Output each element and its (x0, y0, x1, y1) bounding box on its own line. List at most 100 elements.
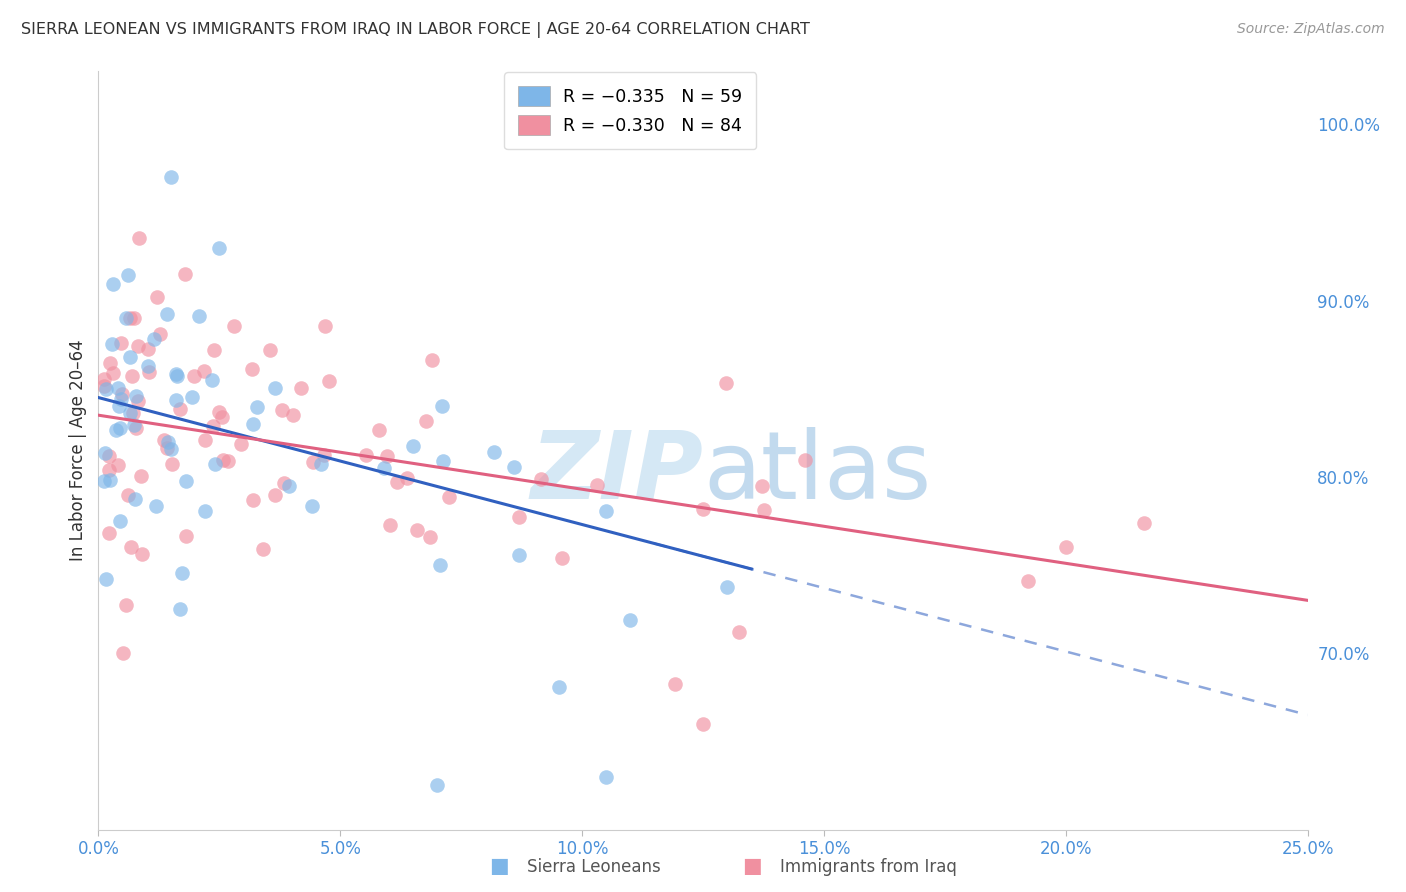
Point (110, 336, 132, 351)
Point (118, 351, 141, 365)
Point (101, 277, 124, 291)
Point (194, 504, 217, 518)
Text: atlas: atlas (703, 427, 931, 519)
Text: ■: ■ (489, 856, 509, 876)
Point (252, 542, 274, 557)
Point (142, 332, 165, 346)
Point (1017, 574, 1039, 588)
Point (529, 472, 551, 486)
Point (117, 268, 139, 282)
Point (231, 436, 253, 450)
Point (149, 327, 172, 342)
Point (114, 599, 136, 613)
Point (586, 478, 609, 492)
Point (402, 439, 425, 453)
Point (131, 547, 153, 561)
Point (664, 676, 686, 690)
Point (716, 580, 738, 594)
Point (165, 367, 187, 381)
Point (160, 170, 183, 185)
Point (318, 374, 340, 388)
Point (415, 414, 437, 428)
Point (439, 490, 461, 504)
Point (101, 366, 124, 380)
Point (429, 558, 451, 573)
Point (187, 309, 209, 323)
Point (183, 369, 205, 384)
Point (156, 307, 179, 321)
Point (692, 501, 714, 516)
Point (271, 403, 294, 417)
Point (240, 361, 263, 376)
Point (153, 433, 176, 447)
Point (125, 421, 148, 435)
Text: Source: ZipAtlas.com: Source: ZipAtlas.com (1237, 22, 1385, 37)
Point (156, 441, 179, 455)
Point (110, 392, 132, 406)
Point (508, 509, 530, 524)
Point (277, 479, 299, 493)
Point (375, 450, 398, 464)
Point (290, 381, 312, 395)
Point (107, 381, 129, 395)
Point (122, 417, 145, 432)
Point (378, 517, 401, 532)
Point (166, 368, 188, 383)
Point (156, 435, 179, 450)
Point (217, 454, 239, 468)
Point (208, 405, 231, 419)
Point (482, 445, 505, 459)
Point (107, 399, 129, 413)
Point (309, 457, 332, 471)
Point (204, 343, 226, 357)
Point (160, 457, 183, 471)
Point (145, 499, 167, 513)
Point (146, 290, 169, 304)
Point (97, 525, 120, 540)
Point (193, 364, 215, 378)
Point (242, 493, 264, 508)
Point (165, 392, 187, 407)
Point (208, 241, 231, 255)
Point (396, 471, 419, 485)
Point (281, 408, 304, 422)
Text: ■: ■ (742, 856, 762, 876)
Point (122, 406, 145, 420)
Point (111, 387, 134, 401)
Point (312, 448, 335, 462)
Point (202, 418, 225, 433)
Point (93, 379, 115, 393)
Point (176, 474, 198, 488)
Point (354, 448, 377, 462)
Point (194, 433, 217, 447)
Point (169, 401, 191, 416)
Point (432, 400, 454, 414)
Point (368, 423, 391, 437)
Point (120, 406, 142, 420)
Point (259, 343, 281, 357)
Point (93, 474, 115, 488)
Point (98, 356, 121, 370)
Point (128, 231, 150, 245)
Point (174, 529, 197, 543)
Point (246, 401, 269, 415)
Point (94, 572, 117, 586)
Point (508, 549, 530, 563)
Point (751, 479, 773, 493)
Point (111, 646, 134, 660)
Point (120, 310, 142, 325)
Point (595, 770, 617, 784)
Point (385, 475, 408, 489)
Point (124, 491, 146, 506)
Point (121, 369, 143, 384)
Point (120, 540, 142, 554)
Point (93, 372, 115, 386)
Point (127, 393, 149, 408)
Y-axis label: In Labor Force | Age 20–64: In Labor Force | Age 20–64 (69, 340, 87, 561)
Legend: R = −0.335   N = 59, R = −0.330   N = 84: R = −0.335 N = 59, R = −0.330 N = 84 (505, 72, 756, 149)
Point (136, 359, 159, 374)
Point (1133, 516, 1156, 530)
Point (160, 442, 183, 457)
Point (314, 318, 336, 333)
Point (714, 376, 737, 391)
